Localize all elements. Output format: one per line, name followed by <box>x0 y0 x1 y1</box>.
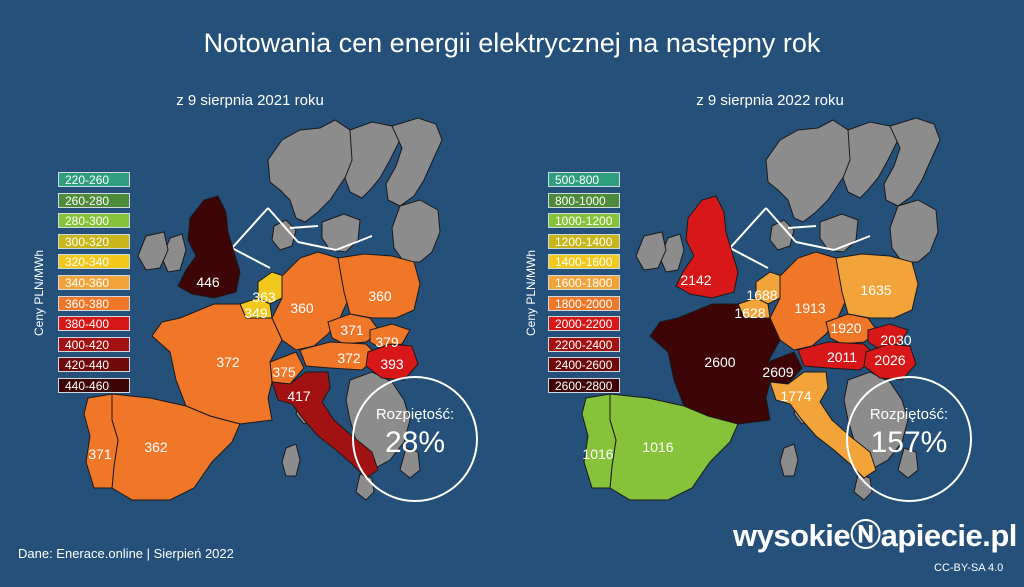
legend-item: 380-400 <box>58 316 130 332</box>
value-pt: 371 <box>88 446 112 462</box>
axis-label-2021: Ceny PLN/MWh <box>32 249 46 336</box>
value-ch: 375 <box>272 364 296 380</box>
value-uk: 2142 <box>680 272 712 288</box>
value-pl: 360 <box>368 288 392 304</box>
value-de: 1913 <box>794 300 826 316</box>
region-sk <box>369 323 411 349</box>
spread-value: 28% <box>384 426 446 459</box>
subtitle-2022: z 9 sierpnia 2022 roku <box>696 92 844 109</box>
legend-item: 1800-2000 <box>548 295 620 311</box>
value-be: 1628 <box>734 305 766 321</box>
legend-2022: 500-800 800-1000 1000-1200 1200-1400 1400-16… <box>548 172 620 399</box>
value-es: 1016 <box>642 439 674 455</box>
region-fr <box>151 303 283 425</box>
value-at: 372 <box>337 350 361 366</box>
value-sk: 2030 <box>880 332 912 348</box>
legend-item: 2400-2600 <box>548 357 620 373</box>
region-hu <box>863 343 917 381</box>
value-it: 1774 <box>780 388 812 404</box>
legend-item: 2600-2800 <box>548 377 620 393</box>
value-es: 362 <box>144 439 168 455</box>
value-cz: 371 <box>340 322 364 338</box>
legend-item: 1200-1400 <box>548 233 620 249</box>
region-pl <box>835 253 919 319</box>
value-fr: 372 <box>216 354 240 370</box>
value-pt: 1016 <box>582 446 614 462</box>
legend-item: 320-340 <box>58 254 130 270</box>
legend-item: 1400-1600 <box>548 254 620 270</box>
value-nl: 363 <box>252 289 276 305</box>
value-sk: 379 <box>375 334 399 350</box>
map-2022 <box>581 117 941 501</box>
region-pt <box>83 393 119 489</box>
chart-title: Notowania cen energii elektrycznej na na… <box>203 28 821 58</box>
value-hu: 2026 <box>874 352 906 368</box>
legend-item: 340-360 <box>58 274 130 290</box>
legend-item: 1000-1200 <box>548 213 620 229</box>
spread-circle-2021: Rozpiętość: 28% <box>352 376 478 502</box>
legend-item: 800-1000 <box>548 192 620 208</box>
value-it: 417 <box>287 388 311 404</box>
region-hu <box>365 343 419 381</box>
legend-item: 440-460 <box>58 377 130 393</box>
legend-2021: 220-260 260-280 280-300 300-320 320-340 340-3… <box>58 172 130 399</box>
axis-label-2022: Ceny PLN/MWh <box>524 249 538 336</box>
source-note: Dane: Enerace.online | Sierpień 2022 <box>18 546 234 561</box>
brand-logo[interactable]: wysokieⓃapiecie.pl <box>733 518 1017 553</box>
legend-item: 260-280 <box>58 192 130 208</box>
legend-item: 220-260 <box>58 172 130 187</box>
value-uk: 446 <box>196 274 220 290</box>
legend-item: 280-300 <box>58 213 130 229</box>
legend-item: 360-380 <box>58 295 130 311</box>
value-pl: 1635 <box>860 282 892 298</box>
map-2021 <box>83 117 443 501</box>
legend-item: 2200-2400 <box>548 336 620 352</box>
value-at: 2011 <box>826 349 858 365</box>
legend-item: 500-800 <box>548 172 620 187</box>
spread-label: Rozpiętość: <box>375 406 455 423</box>
spread-value: 157% <box>870 426 948 459</box>
value-hu: 393 <box>380 356 404 372</box>
subtitle-2021: z 9 sierpnia 2021 roku <box>176 92 324 109</box>
region-fr <box>649 303 781 425</box>
value-fr: 2600 <box>704 354 736 370</box>
license-text: CC-BY-SA 4.0 <box>934 562 1004 574</box>
region-uk <box>675 195 739 299</box>
value-ch: 2609 <box>762 364 794 380</box>
legend-item: 2000-2200 <box>548 316 620 332</box>
value-cz: 1920 <box>830 320 862 336</box>
region-uk <box>177 195 241 299</box>
legend-item: 420-440 <box>58 357 130 373</box>
spread-label: Rozpiętość: <box>869 406 949 423</box>
legend-item: 300-320 <box>58 233 130 249</box>
value-nl: 1688 <box>746 287 778 303</box>
region-pt <box>581 393 617 489</box>
region-pl <box>337 253 421 319</box>
value-de: 360 <box>290 300 314 316</box>
value-be: 349 <box>244 305 268 321</box>
legend-item: 400-420 <box>58 336 130 352</box>
spread-circle-2022: Rozpiętość: 157% <box>846 376 972 502</box>
legend-item: 1600-1800 <box>548 274 620 290</box>
region-sk <box>867 323 909 349</box>
